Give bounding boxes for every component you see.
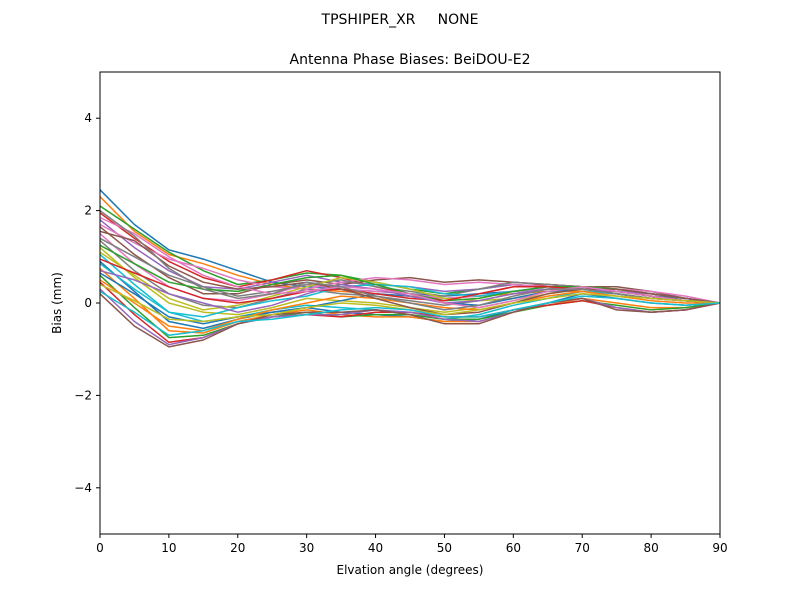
y-axis-label: Bias (mm) [50, 272, 64, 334]
y-tick-label: −2 [74, 388, 92, 402]
series-line-30 [99, 290, 721, 337]
series-line-26 [99, 230, 721, 316]
series-line-6 [99, 226, 721, 304]
x-tick-label: 90 [712, 541, 727, 555]
x-axis: 0 10 20 30 40 50 60 70 80 90 [96, 534, 728, 555]
x-tick-label: 10 [161, 541, 176, 555]
y-tick-label: 4 [84, 111, 92, 125]
x-tick-label: 40 [368, 541, 383, 555]
y-axis: −4 −2 0 2 4 [74, 111, 100, 495]
series-line-27 [99, 216, 721, 309]
series-line-1 [99, 189, 721, 304]
x-tick-label: 20 [230, 541, 245, 555]
series-layer [99, 189, 721, 348]
y-tick-label: 0 [84, 296, 92, 310]
x-axis-label: Elvation angle (degrees) [337, 563, 484, 577]
y-tick-label: −4 [74, 481, 92, 495]
x-tick-label: 80 [643, 541, 658, 555]
series-line-15 [99, 288, 721, 346]
series-line-28 [99, 209, 721, 311]
y-tick-label: 2 [84, 204, 92, 218]
x-tick-label: 30 [299, 541, 314, 555]
x-tick-label: 60 [506, 541, 521, 555]
figure-suptitle: TPSHIPER_XR NONE [321, 12, 479, 28]
series-line-16 [99, 293, 721, 348]
x-tick-label: 50 [437, 541, 452, 555]
chart-title: Antenna Phase Biases: BeiDOU-E2 [290, 52, 531, 68]
series-line-12 [99, 267, 721, 334]
x-tick-label: 0 [96, 541, 104, 555]
x-tick-label: 70 [575, 541, 590, 555]
